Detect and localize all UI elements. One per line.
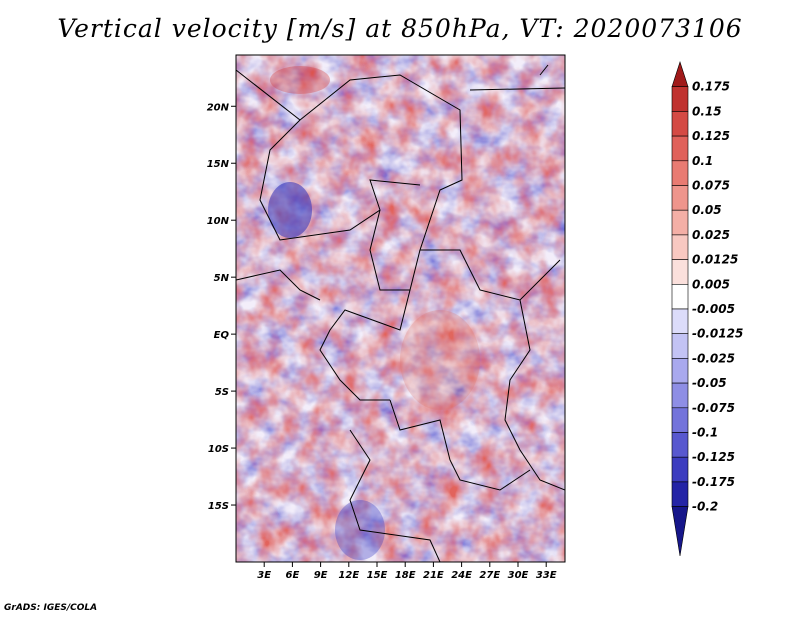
lon-tick-label: 15E [367,570,388,581]
colorbar-label: -0.025 [692,351,735,365]
lat-tick-label: 5S [215,387,229,398]
lon-tick-label: 30E [508,570,529,581]
lat-tick-label: 10N [207,216,230,227]
lon-tick-label: 33E [536,570,557,581]
colorbar-swatch [671,86,689,112]
colorbar-swatch [671,111,689,137]
colorbar-swatch [671,382,689,409]
grads-credit: GrADS: IGES/COLA [4,603,98,613]
colorbar-swatch [671,506,689,557]
colorbar-label: -0.175 [692,475,735,489]
colorbar-label: -0.2 [692,500,718,514]
country-boundaries [236,64,565,562]
lon-tick-label: 27E [479,570,500,581]
colorbar-label: 0.175 [692,80,730,94]
lon-tick-label: 18E [395,570,416,581]
colorbar-label: 0.005 [692,277,730,291]
lat-tick-label: EQ [214,330,230,341]
colorbar-swatch [671,283,689,310]
colorbar: 0.175 0.15 0.125 0.1 0.075 0.05 0.025 0.0125 0.0… [671,61,743,557]
colorbar-label: 0.075 [692,179,730,193]
colorbar-label: 0.05 [692,203,722,217]
colorbar-label: -0.0125 [692,327,743,341]
colorbar-label: -0.005 [692,302,735,316]
colorbar-label: 0.15 [692,104,722,118]
colorbar-label: 0.0125 [692,253,738,267]
colorbar-swatch [671,308,689,335]
longitude-axis: 3E 6E 9E 12E 15E 18E 21E 24E 27E 30E 33E [257,562,557,581]
latitude-axis: 20N 15N 10N 5N EQ 5S 10S 15S [207,102,236,512]
colorbar-swatch [671,185,689,211]
colorbar-swatch [671,333,689,359]
chart-title: Vertical velocity [m/s] at 850hPa, VT: 2… [57,14,743,43]
velocity-field [236,55,565,562]
colorbar-swatch [671,358,689,384]
colorbar-swatch [671,135,689,162]
colorbar-swatch [671,160,689,186]
colorbar-swatch [671,234,689,260]
lon-tick-label: 6E [286,570,300,581]
plot-frame [235,54,566,563]
lon-tick-label: 9E [314,570,328,581]
colorbar-swatch [671,456,689,483]
colorbar-swatch [671,481,689,507]
lon-tick-label: 21E [423,570,444,581]
colorbar-swatch [671,209,689,236]
colorbar-label: 0.1 [692,154,713,168]
lat-tick-label: 15S [208,501,229,512]
colorbar-swatch [671,407,689,433]
colorbar-label: -0.125 [692,450,735,464]
lat-tick-label: 5N [214,273,230,284]
colorbar-label: -0.1 [692,426,718,440]
colorbar-label: 0.025 [692,228,730,242]
lon-tick-label: 12E [338,570,359,581]
colorbar-swatch [671,259,689,285]
colorbar-swatch [671,61,689,87]
lat-tick-label: 15N [207,159,230,170]
lon-tick-label: 3E [257,570,271,581]
colorbar-label: -0.05 [692,376,727,390]
lat-tick-label: 10S [208,444,229,455]
lat-tick-label: 20N [207,102,230,113]
colorbar-swatch [671,432,689,458]
colorbar-label: 0.125 [692,129,730,143]
lon-tick-label: 24E [451,570,472,581]
colorbar-label: -0.075 [692,401,735,415]
